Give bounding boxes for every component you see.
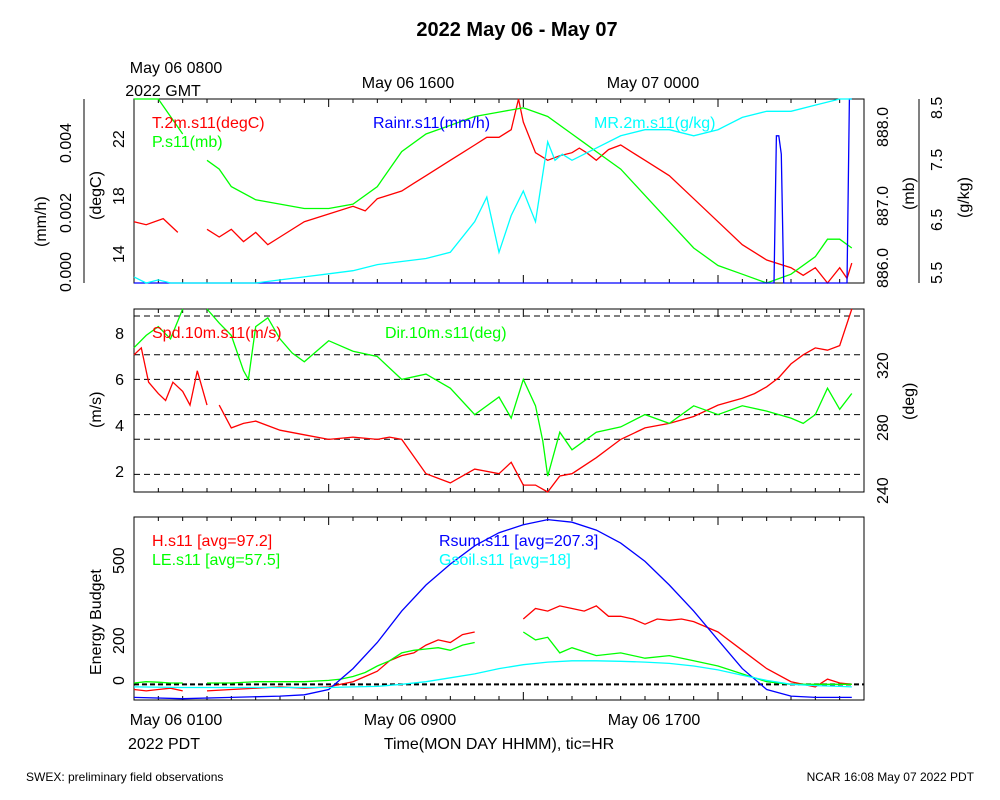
legend-wind-speed: Spd.10m.s11(m/s)	[152, 325, 282, 342]
bottom-left-tick-2: 500	[111, 547, 128, 574]
series-line-top-2	[134, 98, 852, 284]
top-right-inner-axis-label: (mb)	[901, 177, 918, 210]
legend-sensible-heat: H.s11 [avg=97.2]	[152, 533, 272, 550]
middle-left-tick-1: 4	[115, 418, 124, 435]
series-line-top-0	[206, 98, 853, 285]
series-line-bot-0	[133, 687, 183, 692]
chart-title: 2022 May 06 - May 07	[416, 19, 617, 41]
gmt-label-line2: 2022 GMT	[125, 83, 201, 100]
top-right-outer-tick-3: 8.5	[929, 97, 946, 119]
top-right-inner-tick-2: 888.0	[875, 107, 892, 147]
top-panel-ticks	[157, 99, 841, 283]
series-line-top-0	[133, 217, 179, 233]
top-left-outer-tick-1: 0.002	[58, 193, 75, 233]
legend-net-radiation-name: Rsum.s11	[439, 533, 510, 550]
legend-soil-heat-avg: [avg=18]	[509, 552, 571, 569]
series-line-bot-1	[133, 681, 183, 684]
middle-panel-series	[133, 308, 853, 493]
legend-latent-heat-name: LE.s11	[152, 552, 201, 569]
pdt-tick-label-2: May 06 0900	[364, 712, 457, 729]
top-right-outer-tick-0: 5.5	[929, 262, 946, 284]
top-right-inner-tick-1: 887.0	[875, 186, 892, 226]
top-left-outer-axis-label: (mm/h)	[33, 196, 50, 247]
top-right-inner-tick-0: 886.0	[875, 248, 892, 288]
legend-soil-heat-name: Gsoil.s11	[439, 552, 505, 569]
series-line-bot-1	[207, 641, 475, 684]
legend-wind-direction: Dir.10m.s11(deg)	[385, 325, 507, 342]
legend-sensible-heat-avg: [avg=97.2]	[197, 533, 272, 550]
legend-net-radiation-avg: [avg=207.3]	[514, 533, 598, 550]
legend-soil-heat: Gsoil.s11 [avg=18]	[439, 552, 571, 569]
middle-left-tick-2: 6	[115, 372, 124, 389]
top-left-outer-tick-2: 0.004	[58, 123, 75, 163]
series-line-mid-1	[206, 308, 853, 477]
series-line-bot-1	[522, 631, 852, 685]
top-left-inner-axis-label: (degC)	[88, 171, 105, 220]
legend-rainrate: Rainr.s11(mm/h)	[373, 115, 490, 132]
pdt-label-line2: 2022 PDT	[128, 736, 200, 753]
pdt-tick-label-3: May 06 1700	[608, 712, 701, 729]
bottom-left-tick-1: 200	[111, 627, 128, 654]
gmt-tick-label-3: May 07 0000	[607, 75, 700, 92]
legend-latent-heat: LE.s11 [avg=57.5]	[152, 552, 280, 569]
x-axis-label: Time(MON DAY HHMM), tic=HR	[384, 736, 614, 753]
top-right-outer-tick-2: 7.5	[929, 149, 946, 171]
legend-sensible-heat-name: H.s11	[152, 533, 193, 550]
series-line-mid-0	[133, 346, 208, 407]
legend-pressure: P.s11(mb)	[152, 134, 223, 151]
top-right-outer-tick-1: 6.5	[929, 209, 946, 231]
middle-left-tick-0: 2	[115, 464, 124, 481]
middle-right-tick-1: 280	[875, 414, 892, 441]
middle-panel-ticks	[134, 309, 864, 492]
series-line-bot-3	[133, 660, 852, 689]
top-left-inner-tick-2: 22	[111, 130, 128, 148]
footer-left: SWEX: preliminary field observations	[26, 770, 223, 784]
gmt-label-line1: May 06 0800	[130, 60, 223, 77]
series-line-mid-0	[218, 308, 853, 493]
series-line-mid-1	[133, 308, 184, 349]
middle-left-axis-label: (m/s)	[88, 392, 105, 428]
legend-t2m: T.2m.s11(degC)	[152, 115, 265, 132]
top-left-inner-tick-0: 14	[111, 245, 128, 263]
top-right-outer-axis-label: (g/kg)	[956, 177, 973, 218]
middle-right-axis-label: (deg)	[901, 383, 918, 420]
pdt-label-line1: May 06 0100	[130, 712, 223, 729]
top-left-inner-tick-1: 18	[111, 187, 128, 205]
middle-right-tick-0: 240	[875, 477, 892, 504]
gmt-tick-label-2: May 06 1600	[362, 75, 455, 92]
series-line-top-3	[133, 98, 852, 284]
top-panel-series	[133, 98, 853, 285]
series-line-top-1	[134, 98, 184, 135]
legend-mixing-ratio: MR.2m.s11(g/kg)	[594, 115, 716, 132]
footer-right: NCAR 16:08 May 07 2022 PDT	[807, 770, 975, 784]
bottom-left-tick-0: 0	[111, 676, 128, 685]
series-line-top-1	[206, 107, 853, 284]
bottom-left-axis-label: Energy Budget	[88, 569, 105, 675]
bottom-panel-ticks	[134, 517, 864, 700]
top-left-outer-tick-0: 0.000	[58, 252, 75, 292]
legend-latent-heat-avg: [avg=57.5]	[205, 552, 280, 569]
middle-left-tick-3: 8	[115, 326, 124, 343]
middle-right-tick-2: 320	[875, 352, 892, 379]
series-line-bot-0	[522, 605, 852, 688]
series-line-bot-2	[133, 518, 852, 700]
legend-net-radiation: Rsum.s11 [avg=207.3]	[439, 533, 598, 550]
bottom-panel-series	[133, 518, 852, 700]
